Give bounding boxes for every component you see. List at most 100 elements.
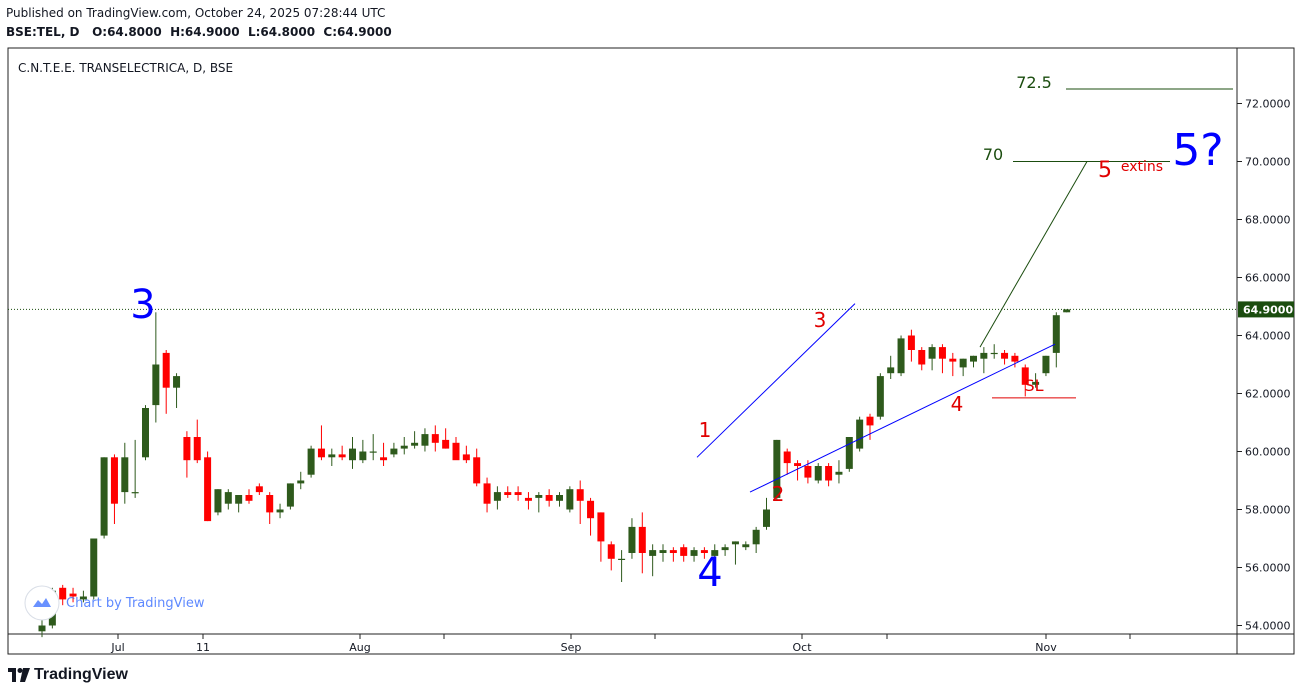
candle-body [142, 408, 149, 458]
published-info: Published on TradingView.com, October 24… [6, 6, 386, 20]
candle-body [473, 457, 481, 484]
candle-body [783, 451, 791, 464]
candle-body [245, 495, 253, 501]
candle-body [121, 457, 129, 493]
candle-body [411, 442, 419, 446]
y-tick-label: 62.0000 [1245, 388, 1291, 401]
low-label: L: [247, 25, 261, 39]
candle-body [742, 544, 750, 548]
stop-loss-label: SL [1024, 376, 1043, 395]
candle-body [825, 466, 833, 481]
last-price-badge [1238, 301, 1294, 318]
x-axis-ticks: Jul 11 Aug Sep Oct Nov [110, 634, 1131, 654]
candle-body [483, 483, 491, 504]
high-value: 64.9000 [184, 25, 240, 39]
x-tick-label: 11 [196, 641, 210, 654]
candle-body [442, 439, 450, 449]
chart-title: C.N.T.E.E. TRANSELECTRICA, D, BSE [18, 61, 233, 75]
wave-4-minor-label: 4 [951, 392, 964, 416]
candle-body [949, 358, 957, 362]
tradingview-logo-icon [8, 668, 30, 682]
candle-body [711, 550, 719, 556]
candle-body [721, 547, 729, 551]
candle-body [380, 457, 388, 461]
candle-body [328, 454, 336, 458]
wave-5-minor-label: 5 [1098, 158, 1112, 183]
watermark-text: Chart by TradingView [66, 595, 205, 611]
candle-body [918, 350, 926, 365]
candle-body [297, 480, 305, 484]
candle-body [307, 448, 315, 475]
y-tick-label: 72.0000 [1245, 98, 1291, 111]
channel-upper-line [696, 303, 856, 458]
target-72-5-label: 72.5 [1016, 73, 1052, 92]
candle-body [286, 483, 294, 507]
candle-body [907, 335, 915, 350]
tradingview-logo-text: TradingView [34, 666, 128, 683]
candle-body [1063, 309, 1071, 313]
candle-body [897, 338, 905, 374]
candle-body [493, 492, 501, 501]
x-tick-label: Oct [792, 641, 812, 654]
candle-body [835, 471, 843, 475]
candle-body [566, 489, 574, 510]
candle-body [990, 352, 998, 355]
y-tick-label: 56.0000 [1245, 562, 1291, 575]
tradingview-watermark[interactable]: Chart by TradingView [24, 585, 204, 621]
candle-body [597, 512, 605, 542]
candle-body [752, 529, 760, 545]
open-value: 64.8000 [107, 25, 162, 39]
watermark-cloud-icon [24, 585, 60, 621]
candle-body [276, 509, 284, 513]
candle-body [1032, 381, 1040, 385]
candle-body [938, 347, 946, 359]
last-price-label: 64.9000 [1243, 303, 1293, 316]
candle-body [545, 495, 553, 501]
candle-body [193, 437, 201, 461]
x-tick-label: Jul [110, 641, 124, 654]
candle-body [887, 367, 895, 374]
close-label: C: [323, 25, 338, 39]
candle-body [866, 416, 874, 426]
candle-body [700, 550, 708, 553]
candle-body [794, 463, 802, 466]
channel-lower-line [749, 343, 1056, 493]
tradingview-footer-logo[interactable]: TradingView [8, 666, 128, 684]
candle-body [59, 587, 67, 600]
ohlc-legend: BSE:TEL, D O:64.8000 H:64.9000 L:64.8000… [6, 25, 392, 39]
candle-body [235, 495, 243, 504]
candle-body [856, 419, 864, 449]
candle-body [452, 442, 460, 461]
candle-body [659, 550, 667, 553]
wave-2-minor-label: 2 [772, 482, 785, 506]
candle-body [255, 486, 263, 493]
candle-body [576, 489, 584, 501]
wave-5-projection [979, 161, 1088, 348]
candle-body [90, 538, 98, 597]
candle-body [79, 596, 87, 600]
x-tick-label: Sep [561, 641, 582, 654]
candle-body [369, 451, 377, 453]
wave-3-minor-label: 3 [814, 308, 827, 332]
candle-body [690, 550, 698, 556]
candle-body [959, 358, 967, 368]
candle-body [183, 437, 191, 461]
candle-body [1052, 315, 1060, 353]
candle-body [462, 454, 470, 461]
candle-body [338, 454, 346, 458]
candle-body [390, 448, 398, 455]
candle-body [431, 434, 439, 443]
candle-body [504, 492, 512, 495]
y-tick-label: 66.0000 [1245, 272, 1291, 285]
wave-5-major-label: 5? [1172, 125, 1223, 176]
candle-body [152, 364, 160, 406]
candle-body [876, 376, 884, 417]
candle-body [970, 355, 977, 362]
candle-body [224, 492, 232, 504]
candle-body [763, 509, 770, 527]
candle-body [980, 352, 988, 359]
low-value: 64.8000 [260, 25, 316, 39]
candle-body [804, 466, 812, 478]
candle-body [618, 558, 626, 560]
